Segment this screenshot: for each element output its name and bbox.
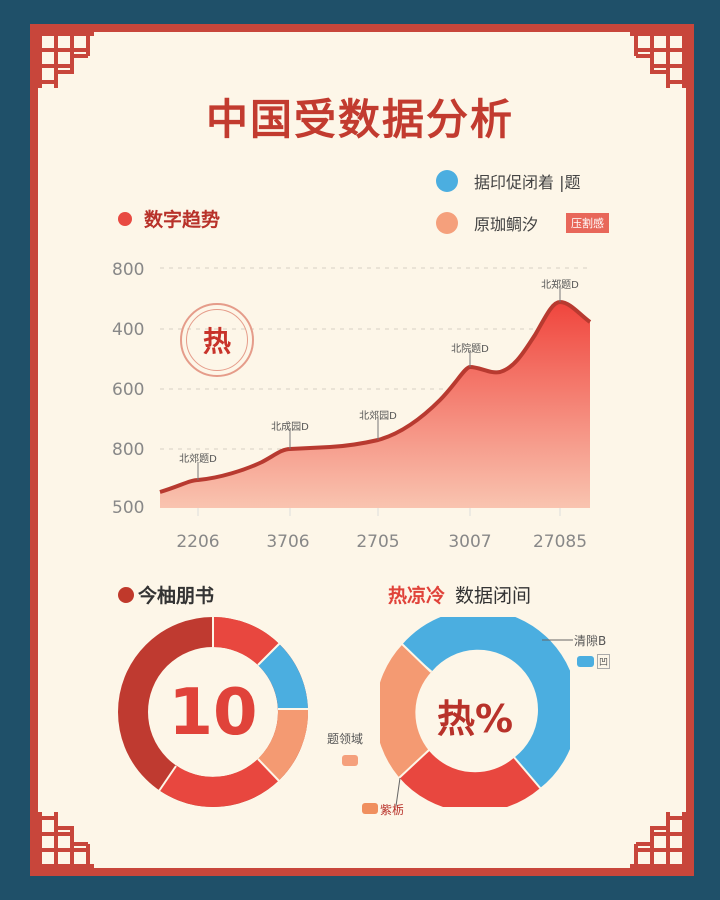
x-tick: 3706 bbox=[266, 532, 310, 552]
trend-section-title: 数字趋势 bbox=[118, 205, 220, 232]
y-tick: 500 bbox=[112, 498, 145, 518]
legend-badge: 压割感 bbox=[566, 213, 610, 233]
lattice-corner-icon bbox=[38, 812, 94, 868]
trend-title-text: 数字趋势 bbox=[144, 209, 221, 231]
donut2-label-top-right: 清隙B bbox=[574, 634, 607, 648]
donut-chart-2 bbox=[380, 617, 570, 807]
hot-stamp-text: 热 bbox=[186, 309, 248, 371]
lattice-corner-icon bbox=[630, 32, 686, 88]
donut1-title-text: 今柚朋书 bbox=[138, 585, 215, 607]
legend-item: 原珈鲷汐 压割感 bbox=[436, 211, 610, 235]
hot-stamp: 热 bbox=[180, 303, 254, 377]
chart-annotation: 北郊题D bbox=[179, 454, 217, 465]
legend-label: 原珈鲷汐 bbox=[474, 215, 539, 234]
chart-annotation: 北郊园D bbox=[359, 411, 397, 422]
legend-item: 据印促闭着 |题 bbox=[436, 169, 580, 193]
x-tick: 2705 bbox=[356, 532, 400, 552]
chart-annotation: 北院题D bbox=[451, 344, 489, 355]
donut2-section-title: 热凉冷 数据闭间 bbox=[388, 581, 531, 608]
donut2-title-hot: 热凉冷 bbox=[388, 585, 446, 607]
donut-chart-1 bbox=[118, 617, 308, 807]
y-tick: 600 bbox=[112, 380, 145, 400]
trend-area-chart bbox=[159, 267, 592, 516]
donut1-section-title: 今柚朋书 bbox=[118, 581, 214, 608]
donut2-label-left: 题领域 bbox=[327, 732, 364, 746]
legend-dot-icon bbox=[436, 212, 458, 234]
lattice-corner-icon bbox=[38, 32, 94, 88]
bullet-icon bbox=[118, 586, 134, 603]
x-tick: 3007 bbox=[448, 532, 492, 552]
legend-swatch-icon bbox=[342, 755, 358, 766]
y-tick: 400 bbox=[112, 320, 145, 340]
donut2-label-bottom: 紫栃 bbox=[380, 803, 405, 817]
x-tick: 27085 bbox=[532, 532, 588, 552]
page-title: 中国受数据分析 bbox=[205, 95, 514, 144]
legend-dot-icon bbox=[436, 170, 458, 192]
legend-swatch-icon bbox=[362, 803, 378, 814]
swatch-label: 凹 bbox=[597, 654, 611, 669]
chart-annotation: 北郑题D bbox=[541, 280, 579, 291]
lattice-corner-icon bbox=[630, 812, 686, 868]
legend-swatch-icon bbox=[577, 656, 594, 667]
y-tick: 800 bbox=[112, 260, 145, 280]
legend-label: 据印促闭着 |题 bbox=[474, 173, 581, 192]
x-tick: 2206 bbox=[176, 532, 220, 552]
donut2-center-value: 热% bbox=[436, 696, 514, 741]
donut2-title-rest: 数据闭间 bbox=[455, 585, 532, 607]
bullet-icon bbox=[118, 211, 132, 226]
chart-annotation: 北成园D bbox=[271, 422, 309, 433]
donut1-center-value: 10 bbox=[168, 676, 258, 750]
y-tick: 800 bbox=[112, 440, 145, 460]
